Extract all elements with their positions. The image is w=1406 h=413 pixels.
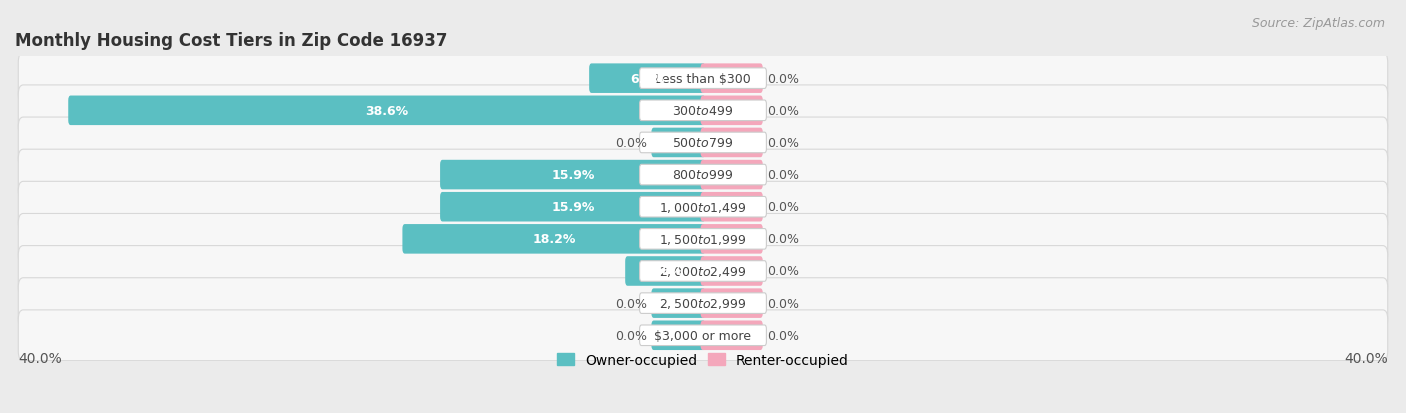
FancyBboxPatch shape xyxy=(18,54,1388,104)
FancyBboxPatch shape xyxy=(640,197,766,218)
FancyBboxPatch shape xyxy=(18,214,1388,265)
FancyBboxPatch shape xyxy=(640,325,766,346)
FancyBboxPatch shape xyxy=(440,160,706,190)
FancyBboxPatch shape xyxy=(640,69,766,89)
FancyBboxPatch shape xyxy=(651,289,706,318)
FancyBboxPatch shape xyxy=(640,165,766,185)
FancyBboxPatch shape xyxy=(69,96,706,126)
FancyBboxPatch shape xyxy=(700,96,763,126)
Text: $800 to $999: $800 to $999 xyxy=(672,169,734,182)
Text: 40.0%: 40.0% xyxy=(1344,351,1388,366)
FancyBboxPatch shape xyxy=(18,150,1388,200)
Text: 0.0%: 0.0% xyxy=(766,233,799,246)
Text: 38.6%: 38.6% xyxy=(366,104,408,118)
Text: 4.6%: 4.6% xyxy=(648,265,683,278)
Legend: Owner-occupied, Renter-occupied: Owner-occupied, Renter-occupied xyxy=(551,347,855,373)
Text: $1,500 to $1,999: $1,500 to $1,999 xyxy=(659,232,747,246)
FancyBboxPatch shape xyxy=(700,256,763,286)
FancyBboxPatch shape xyxy=(18,278,1388,329)
Text: 15.9%: 15.9% xyxy=(551,169,595,182)
FancyBboxPatch shape xyxy=(18,118,1388,169)
Text: 0.0%: 0.0% xyxy=(766,73,799,85)
Text: $3,000 or more: $3,000 or more xyxy=(655,329,751,342)
FancyBboxPatch shape xyxy=(700,128,763,158)
FancyBboxPatch shape xyxy=(651,321,706,350)
FancyBboxPatch shape xyxy=(640,261,766,282)
Text: 0.0%: 0.0% xyxy=(616,137,647,150)
FancyBboxPatch shape xyxy=(589,64,706,94)
FancyBboxPatch shape xyxy=(18,246,1388,297)
Text: $500 to $799: $500 to $799 xyxy=(672,137,734,150)
Text: 0.0%: 0.0% xyxy=(766,137,799,150)
FancyBboxPatch shape xyxy=(700,160,763,190)
FancyBboxPatch shape xyxy=(440,192,706,222)
Text: 40.0%: 40.0% xyxy=(18,351,62,366)
FancyBboxPatch shape xyxy=(700,225,763,254)
Text: Less than $300: Less than $300 xyxy=(655,73,751,85)
Text: Source: ZipAtlas.com: Source: ZipAtlas.com xyxy=(1251,17,1385,29)
FancyBboxPatch shape xyxy=(640,133,766,153)
FancyBboxPatch shape xyxy=(626,256,706,286)
FancyBboxPatch shape xyxy=(640,101,766,121)
Text: 0.0%: 0.0% xyxy=(766,169,799,182)
Text: 0.0%: 0.0% xyxy=(766,265,799,278)
FancyBboxPatch shape xyxy=(640,229,766,249)
FancyBboxPatch shape xyxy=(18,182,1388,233)
FancyBboxPatch shape xyxy=(651,128,706,158)
Text: Monthly Housing Cost Tiers in Zip Code 16937: Monthly Housing Cost Tiers in Zip Code 1… xyxy=(15,31,447,50)
Text: 6.8%: 6.8% xyxy=(630,73,665,85)
Text: 15.9%: 15.9% xyxy=(551,201,595,214)
FancyBboxPatch shape xyxy=(700,64,763,94)
Text: $1,000 to $1,499: $1,000 to $1,499 xyxy=(659,200,747,214)
FancyBboxPatch shape xyxy=(640,293,766,313)
FancyBboxPatch shape xyxy=(402,225,706,254)
FancyBboxPatch shape xyxy=(700,192,763,222)
Text: $300 to $499: $300 to $499 xyxy=(672,104,734,118)
Text: 0.0%: 0.0% xyxy=(616,297,647,310)
Text: 0.0%: 0.0% xyxy=(766,201,799,214)
Text: 0.0%: 0.0% xyxy=(766,329,799,342)
Text: $2,500 to $2,999: $2,500 to $2,999 xyxy=(659,297,747,311)
Text: 0.0%: 0.0% xyxy=(766,297,799,310)
Text: 0.0%: 0.0% xyxy=(766,104,799,118)
FancyBboxPatch shape xyxy=(700,321,763,350)
Text: 18.2%: 18.2% xyxy=(533,233,575,246)
FancyBboxPatch shape xyxy=(700,289,763,318)
FancyBboxPatch shape xyxy=(18,310,1388,361)
FancyBboxPatch shape xyxy=(18,86,1388,136)
Text: 0.0%: 0.0% xyxy=(616,329,647,342)
Text: $2,000 to $2,499: $2,000 to $2,499 xyxy=(659,264,747,278)
